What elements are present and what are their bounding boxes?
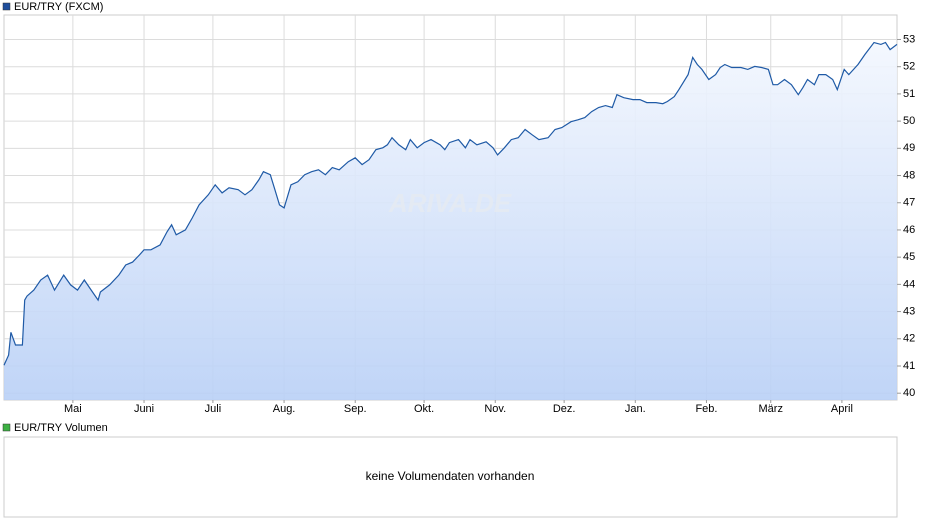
y-tick-label: 41 (903, 360, 915, 372)
x-tick-label: Dez. (553, 403, 576, 415)
legend-swatch (2, 2, 11, 11)
volume-message: keine Volumendaten vorhanden (366, 469, 535, 483)
x-tick-label: Nov. (484, 403, 506, 415)
x-tick-label: Aug. (273, 403, 296, 415)
legend-swatch (2, 423, 11, 432)
x-tick-label: Sep. (344, 403, 367, 415)
volume-panel (3, 436, 898, 518)
y-tick-label: 44 (903, 278, 915, 290)
line (3, 41, 898, 366)
x-tick-label: Jan. (625, 403, 646, 415)
volume-title: EUR/TRY Volumen (14, 422, 108, 434)
x-tick-label: Juni (134, 403, 154, 415)
x-tick-label: Juli (205, 403, 222, 415)
y-tick-label: 50 (903, 115, 915, 127)
y-tick-label: 45 (903, 251, 915, 263)
x-tick-label: März (759, 403, 783, 415)
y-tick-label: 43 (903, 305, 915, 317)
y-tick-label: 52 (903, 61, 915, 73)
plot-area: 40 41 42 43 44 45 46 47 48 49 50 51 52 53 Mai Juni Juli A… (3, 14, 915, 415)
y-tick-label: 48 (903, 169, 915, 181)
y-tick-label: 47 (903, 197, 915, 209)
watermark: ARIVA.DE (388, 188, 512, 218)
y-tick-label: 42 (903, 333, 915, 345)
y-tick-label: 40 (903, 387, 915, 399)
data (3, 41, 898, 400)
y-tick-label: 53 (903, 33, 915, 45)
y-tick-label: 49 (903, 142, 915, 154)
x-tick-label: April (831, 403, 853, 415)
y-tick-label: 51 (903, 88, 915, 100)
y-tick-label: 46 (903, 224, 915, 236)
area (4, 42, 897, 400)
x-tick-label: Okt. (414, 403, 434, 415)
legend-label: EUR/TRY (FXCM) (14, 1, 103, 13)
x-tick-label: Feb. (695, 403, 717, 415)
x-tick-label: Mai (64, 403, 82, 415)
